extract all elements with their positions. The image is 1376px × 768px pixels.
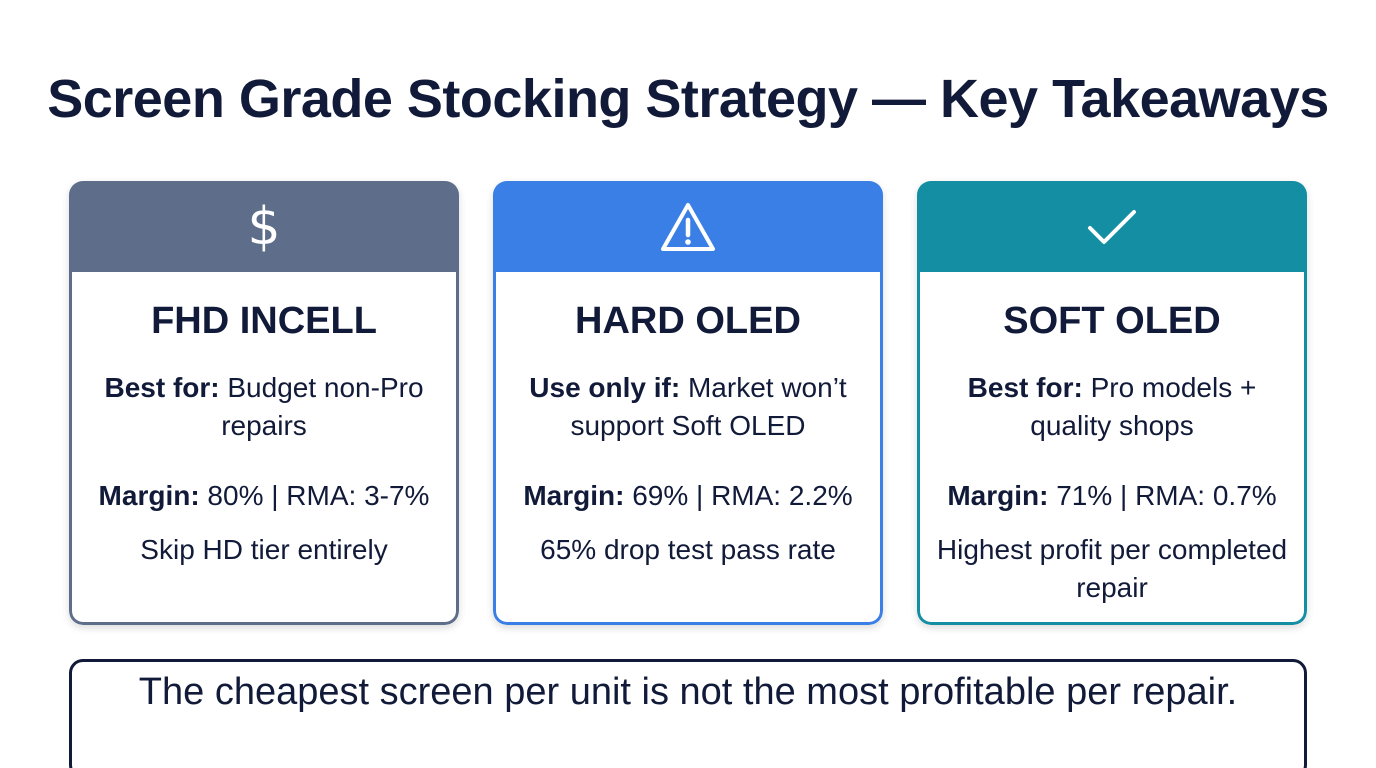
margin-text: Margin: 80% | RMA: 3-7% [82,477,446,515]
margin-value: 80% | RMA: 3-7% [199,480,430,511]
card-body: SOFT OLED Best for: Pro models + quality… [917,272,1307,625]
margin-value: 71% | RMA: 0.7% [1048,480,1277,511]
bottom-callout-text: The cheapest screen per unit is not the … [138,671,1238,713]
margin-text: Margin: 69% | RMA: 2.2% [506,477,870,515]
card-title: FHD INCELL [151,300,377,342]
margin-value: 69% | RMA: 2.2% [624,480,853,511]
card-note: Highest profit per completed repair [936,534,1288,603]
use-only-if-text: Use only if: Market won’t support Soft O… [506,369,870,445]
card-title: SOFT OLED [1003,300,1221,342]
warning-icon [661,202,715,251]
use-only-if-value: Market won’t support Soft OLED [570,372,847,441]
card-body: FHD INCELL Best for: Budget non-Pro repa… [69,272,459,625]
card-body: HARD OLED Use only if: Market won’t supp… [493,272,883,625]
card-header [917,181,1307,272]
dollar-icon: $ [247,196,281,257]
bottom-callout-box [69,659,1307,768]
best-for-label: Best for: [967,372,1083,403]
use-only-if-label: Use only if: [529,372,681,403]
best-for-value: Pro models + quality shops [1030,372,1257,441]
card-soft-oled: SOFT OLED Best for: Pro models + quality… [917,181,1307,625]
card-hard-oled: HARD OLED Use only if: Market won’t supp… [493,181,883,625]
best-for-text: Best for: Pro models + quality shops [930,369,1294,445]
margin-label: Margin: [947,480,1049,511]
best-for-label: Best for: [104,372,220,403]
best-for-value: Budget non-Pro repairs [219,372,424,441]
slide-title: Screen Grade Stocking Strategy — Key Tak… [47,69,1329,129]
margin-label: Margin: [98,480,200,511]
card-header: $ [69,181,459,272]
checkmark-icon [1088,209,1136,244]
margin-label: Margin: [523,480,625,511]
best-for-text: Best for: Budget non-Pro repairs [82,369,446,445]
card-header [493,181,883,272]
margin-text: Margin: 71% | RMA: 0.7% [930,477,1294,515]
card-title: HARD OLED [575,300,801,342]
card-fhd-incell: $ FHD INCELL Best for: Budget non-Pro re… [69,181,459,625]
card-note: 65% drop test pass rate [540,534,836,565]
card-note: Skip HD tier entirely [140,534,388,565]
